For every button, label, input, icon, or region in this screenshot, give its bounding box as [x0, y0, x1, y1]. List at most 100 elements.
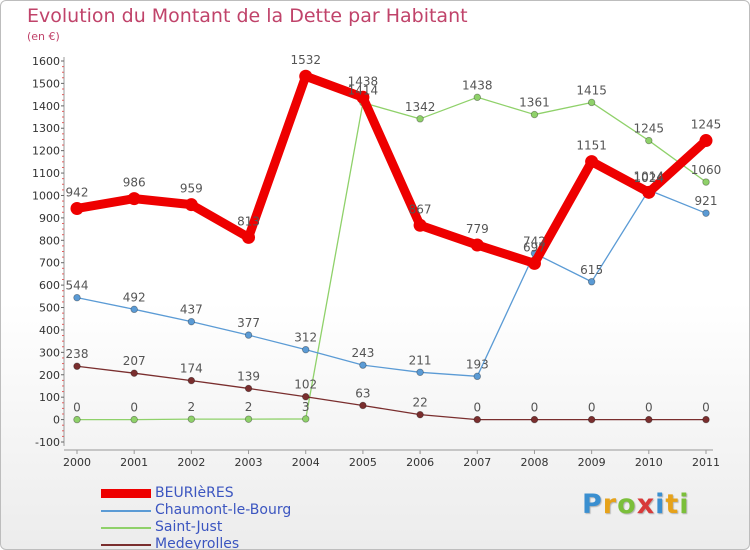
legend-label: Chaumont-le-Bourg: [155, 502, 292, 518]
legend-label: Saint-Just: [155, 519, 223, 535]
y-tick-label: 1300: [32, 122, 60, 135]
y-tick-label: 1600: [32, 55, 60, 68]
data-label: 1342: [405, 100, 436, 114]
y-tick-label: 400: [39, 324, 60, 337]
data-point: [585, 155, 599, 169]
data-label: 2: [245, 400, 253, 414]
data-label: 193: [466, 357, 489, 371]
data-label: 139: [237, 369, 260, 383]
x-tick-label: 2000: [63, 456, 91, 469]
data-point: [299, 69, 313, 83]
y-tick-label: 200: [39, 369, 60, 382]
data-point: [587, 415, 596, 424]
data-label: 1361: [519, 96, 550, 110]
x-tick-label: 2011: [692, 456, 720, 469]
y-tick-label: 300: [39, 346, 60, 359]
logo-letter: P: [582, 489, 603, 520]
data-point: [645, 136, 653, 145]
x-tick-label: 2009: [578, 456, 606, 469]
data-point: [642, 185, 656, 199]
data-point: [473, 372, 481, 381]
data-label: 0: [130, 401, 138, 415]
data-label: 0: [645, 401, 653, 415]
data-point: [130, 305, 138, 314]
data-label: 544: [66, 279, 89, 293]
y-tick-label: 1000: [32, 189, 60, 202]
proxiti-logo: Proxiti: [582, 489, 690, 520]
y-tick-label: 900: [39, 212, 60, 225]
data-point: [127, 192, 141, 206]
legend-label: Medeyrolles: [155, 536, 240, 550]
data-point: [416, 115, 424, 123]
data-label: 243: [351, 346, 374, 360]
data-point: [187, 317, 196, 326]
data-point: [70, 201, 84, 215]
data-point: [244, 384, 253, 393]
x-tick-label: 2002: [177, 456, 205, 469]
data-label: 174: [180, 362, 203, 376]
data-label: 1060: [691, 163, 722, 177]
legend-swatch: [101, 543, 151, 546]
data-point: [702, 178, 710, 186]
data-label: 0: [702, 401, 710, 415]
data-point: [527, 256, 541, 270]
y-tick-label: 1200: [32, 145, 60, 158]
data-point: [130, 415, 138, 424]
data-point: [244, 415, 253, 423]
data-point: [184, 198, 198, 212]
data-label: 1245: [691, 118, 722, 132]
data-point: [130, 369, 138, 377]
data-label: 63: [355, 386, 370, 400]
series-line-2: [76, 96, 707, 421]
data-label: 1024: [634, 171, 665, 185]
series-line-1: [76, 189, 707, 377]
data-label: 779: [466, 222, 489, 236]
data-point: [187, 376, 196, 385]
data-label: 921: [695, 194, 718, 208]
logo-letter: i: [655, 489, 666, 520]
data-label: 813: [237, 214, 260, 228]
x-tick-label: 2006: [406, 456, 434, 469]
chart-lines: [70, 69, 713, 424]
data-label: 22: [412, 396, 427, 410]
data-label: 207: [123, 354, 146, 368]
chart-data-labels: 942 986 959 813 1532 1438 867 779 697 1151 1014 124…: [66, 53, 722, 414]
data-point: [73, 362, 81, 370]
data-label: 312: [294, 331, 317, 345]
data-point: [359, 361, 367, 369]
x-tick-label: 2004: [292, 456, 320, 469]
data-point: [530, 415, 539, 424]
data-label: 211: [409, 353, 432, 367]
data-point: [242, 230, 256, 244]
data-point: [473, 415, 481, 424]
logo-letter: r: [602, 489, 618, 520]
y-tick-label: 800: [39, 234, 60, 247]
data-point: [416, 368, 424, 376]
data-label: 3: [302, 400, 310, 414]
data-label: 0: [531, 401, 539, 415]
y-tick-label: 500: [39, 302, 60, 315]
y-tick-label: 1400: [32, 100, 60, 113]
data-point: [702, 209, 710, 217]
data-point: [359, 401, 367, 410]
data-label: 1151: [576, 139, 607, 153]
x-tick-label: 2003: [235, 456, 263, 469]
data-label: 697: [523, 240, 546, 254]
x-tick-label: 2005: [349, 456, 377, 469]
data-point: [302, 393, 310, 401]
logo-letter: i: [679, 489, 690, 520]
data-point: [470, 238, 484, 252]
data-point: [645, 415, 653, 424]
data-label: 742: [523, 234, 546, 248]
y-tick-label: 1500: [32, 77, 60, 90]
data-label: 1414: [348, 84, 379, 98]
data-point: [587, 278, 596, 286]
legend-swatch: [101, 526, 151, 529]
y-tick-label: 0: [53, 414, 60, 427]
data-label: 986: [123, 176, 146, 190]
chart-axes: -100010020030040050060070080090010001100…: [32, 55, 720, 469]
legend-swatch: [101, 489, 151, 498]
chart-title: Evolution du Montant de la Dette par Hab…: [27, 5, 468, 27]
data-point: [302, 415, 310, 423]
